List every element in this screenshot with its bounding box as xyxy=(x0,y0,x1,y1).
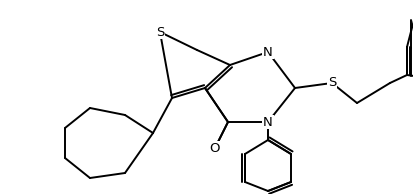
Text: S: S xyxy=(155,25,164,38)
Text: N: N xyxy=(263,115,272,128)
Text: S: S xyxy=(327,76,335,89)
Text: N: N xyxy=(263,46,272,59)
Text: O: O xyxy=(209,141,220,154)
